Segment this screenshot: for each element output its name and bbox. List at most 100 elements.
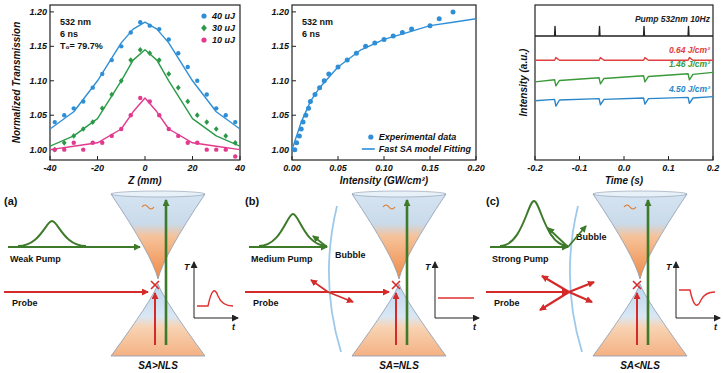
x-axis-label: Time (s)	[605, 175, 644, 186]
x-tick	[97, 156, 98, 160]
diagram-panel: (b)Medium PumpProbeBubbleTtSA=NLS	[245, 191, 479, 371]
valence-band	[111, 284, 205, 356]
probe-beam	[245, 291, 389, 293]
diagram-panel: (a)Weak PumpProbeTtSA>NLS	[4, 191, 238, 371]
y-axis-label: Normalized Transmission	[11, 22, 22, 144]
series-line	[292, 19, 476, 150]
diagram-text: (a)	[4, 195, 18, 207]
x-tick-label: -40	[43, 163, 56, 173]
diagram-text: Weak Pump	[10, 254, 61, 264]
inset-axis	[435, 318, 479, 319]
y-tick	[292, 11, 296, 12]
inset-curve	[438, 297, 474, 298]
y-tick	[292, 46, 296, 47]
pump-pulse	[259, 214, 327, 246]
plot-frame	[292, 5, 476, 160]
annotation: 532 nm	[302, 17, 333, 27]
y-tick-label: 1.10	[29, 76, 47, 86]
band-top	[111, 191, 205, 197]
x-tick	[430, 156, 431, 160]
data-point	[451, 9, 456, 14]
probe-transition	[395, 293, 397, 345]
plot-frame	[50, 5, 240, 160]
legend: 40 uJ30 uJ10 uJ	[201, 11, 236, 45]
pump-beam	[249, 246, 327, 248]
annotation: 532 nm	[60, 17, 91, 27]
x-tick-label: -20	[91, 163, 104, 173]
x-tick-label: 0.0	[618, 163, 631, 173]
x-tick-label: 0.05	[329, 163, 348, 173]
data-point	[166, 71, 171, 77]
legend-swatch	[201, 13, 206, 18]
x-tick-label: 0.10	[375, 163, 393, 173]
scattered-probe	[328, 292, 353, 302]
diagram-text: Medium Pump	[251, 254, 313, 264]
scattered-pump	[313, 236, 327, 247]
diagram-text: T	[425, 262, 432, 272]
inset-axis	[676, 262, 677, 318]
diagram-text: Probe	[12, 298, 38, 308]
series-label: Pump 532nm 10Hz	[635, 14, 711, 24]
y-tick-label: 1.05	[29, 110, 48, 120]
data-point	[81, 147, 85, 151]
diagram-text: (b)	[245, 195, 259, 207]
series-line	[535, 27, 713, 36]
series-label: 1.46 J/cm²	[669, 59, 711, 69]
y-tick	[292, 80, 296, 81]
x-tick	[192, 156, 193, 160]
series-line	[50, 98, 240, 150]
relaxation	[624, 205, 636, 209]
annotation: T₀= 79.7%	[60, 41, 103, 51]
scattered-pump	[568, 226, 586, 247]
legend-label: Experimental data	[379, 132, 457, 142]
x-tick	[338, 156, 339, 160]
data-point	[233, 154, 237, 158]
annotation: 6 ns	[60, 29, 78, 39]
band-top	[593, 191, 687, 197]
y-axis-label: Intensity (a.u.)	[518, 48, 529, 116]
x-tick-label: 0.20	[467, 163, 485, 173]
valence-band	[352, 284, 446, 356]
pump-beam	[8, 246, 140, 248]
chart: -0.2-0.10.00.10.2Time (s)Intensity (a.u.…	[518, 5, 719, 186]
diagram-text: (c)	[486, 195, 500, 207]
bubble	[329, 206, 341, 352]
conduction-band	[352, 194, 446, 279]
pump-beam	[490, 246, 568, 248]
pump-pulse	[18, 221, 86, 246]
x-tick-label: -0.1	[572, 163, 588, 173]
legend-label: Fast SA model Fitting	[379, 144, 472, 154]
inset-axis	[676, 318, 720, 319]
x-tick-label: 0.00	[283, 163, 301, 173]
data-point	[185, 99, 190, 105]
valence-band	[593, 284, 687, 356]
inset-curve	[197, 291, 233, 306]
series-label: 4.50 J/cm²	[668, 84, 711, 94]
data-point	[186, 65, 190, 69]
x-axis-label: Z (mm)	[127, 175, 162, 186]
data-point	[205, 92, 209, 96]
legend-swatch	[201, 25, 207, 32]
inset-axis	[194, 262, 195, 318]
y-tick-label: 1.00	[29, 145, 47, 155]
x-axis-label: Intensity (GW/cm²)	[340, 175, 429, 186]
data-point	[176, 85, 181, 91]
data-point	[204, 119, 209, 125]
diagram-text: SA>NLS	[138, 360, 178, 371]
diagram-text: Probe	[494, 298, 520, 308]
probe-transition	[636, 293, 638, 345]
annotation: 6 ns	[302, 29, 320, 39]
blocked-mark	[151, 281, 159, 289]
diagram-text: SA<NLS	[620, 360, 660, 371]
diagram-text: t	[714, 322, 718, 332]
y-tick-label: 1.15	[271, 41, 290, 51]
x-tick	[145, 156, 146, 160]
series-group	[50, 20, 240, 159]
data-point	[195, 79, 199, 83]
chart: -40-20020401.001.051.101.151.20Z (mm)Nor…	[11, 5, 245, 186]
data-point	[223, 133, 228, 139]
scattered-probe	[569, 292, 592, 302]
scattered-probe	[542, 276, 569, 292]
data-point	[195, 112, 200, 118]
x-tick	[668, 156, 669, 160]
